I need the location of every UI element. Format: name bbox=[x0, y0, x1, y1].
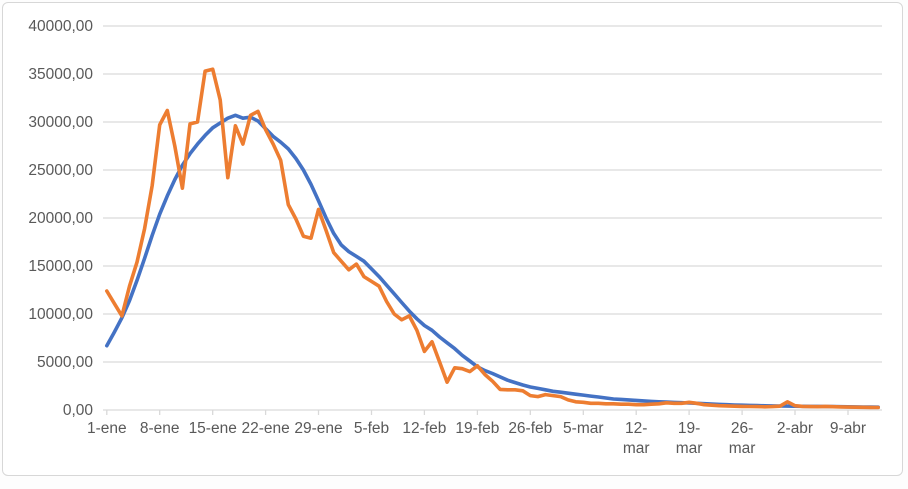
x-axis-label: 29-ene bbox=[294, 420, 342, 437]
x-axis-label: 5-mar bbox=[563, 420, 603, 437]
x-axis-label: 22-ene bbox=[241, 420, 289, 437]
x-axis-label: 2-abr bbox=[777, 420, 813, 437]
x-axis-label: 19- bbox=[678, 420, 700, 437]
x-axis-label: 26-feb bbox=[508, 420, 552, 437]
x-axis-label-line2: mar bbox=[729, 440, 756, 457]
x-axis-label: 12-feb bbox=[402, 420, 446, 437]
x-axis-label: 26- bbox=[731, 420, 753, 437]
series-line-orange bbox=[105, 67, 881, 410]
x-axis-label: 9-abr bbox=[830, 420, 866, 437]
x-axis-label: 8-ene bbox=[140, 420, 180, 437]
y-axis-label: 20000,00 bbox=[28, 210, 93, 227]
y-axis-label: 0,00 bbox=[63, 402, 94, 419]
y-axis-label: 40000,00 bbox=[28, 18, 93, 35]
x-axis-label: 1-ene bbox=[87, 420, 127, 437]
y-axis-label: 10000,00 bbox=[28, 306, 93, 323]
x-axis-label: 15-ene bbox=[189, 420, 237, 437]
y-axis-label: 5000,00 bbox=[37, 354, 93, 371]
y-axis-label: 15000,00 bbox=[28, 258, 93, 275]
y-axis-label: 25000,00 bbox=[28, 162, 93, 179]
x-axis-label-line2: mar bbox=[623, 440, 650, 457]
y-axis-label: 35000,00 bbox=[28, 66, 93, 83]
y-axis-label: 30000,00 bbox=[28, 114, 93, 131]
x-axis-label: 5-feb bbox=[354, 420, 389, 437]
x-axis-label: 12- bbox=[625, 420, 647, 437]
x-axis-label: 19-feb bbox=[455, 420, 499, 437]
x-axis-label-line2: mar bbox=[676, 440, 703, 457]
series-line-blue bbox=[105, 113, 881, 410]
